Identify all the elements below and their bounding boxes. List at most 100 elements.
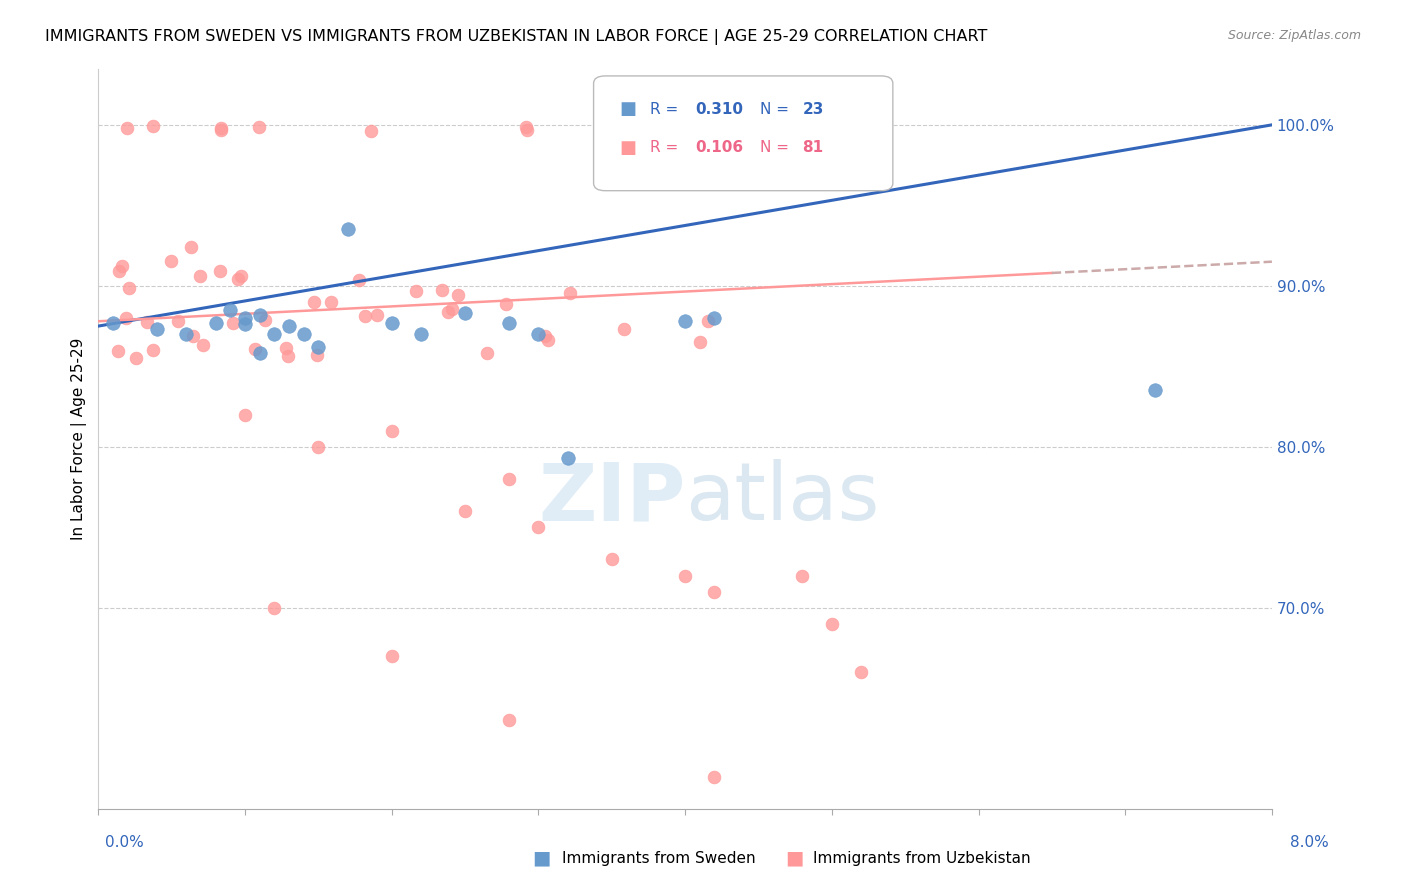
Point: [697, 314, 720, 328]
Point: [498, 472, 520, 486]
Point: [703, 584, 725, 599]
Point: [849, 665, 872, 680]
Point: [115, 310, 138, 325]
Point: [146, 322, 169, 336]
Point: [233, 318, 256, 332]
Text: 0.310: 0.310: [696, 102, 744, 117]
Point: [160, 254, 183, 268]
Point: [606, 122, 628, 136]
Text: ■: ■: [785, 848, 804, 868]
Point: [381, 649, 404, 664]
Text: ■: ■: [531, 848, 551, 868]
Text: 23: 23: [803, 102, 824, 117]
Point: [292, 327, 315, 342]
Point: [243, 342, 266, 356]
Point: [699, 124, 721, 138]
Point: [454, 504, 477, 518]
Point: [115, 120, 138, 135]
Point: [142, 343, 165, 357]
Point: [249, 120, 271, 135]
Point: [136, 315, 159, 329]
Point: [527, 327, 550, 342]
Text: ZIP: ZIP: [538, 459, 685, 537]
Point: [233, 408, 256, 422]
Point: [447, 288, 470, 302]
Point: [558, 285, 581, 300]
Point: [176, 327, 198, 342]
Point: [209, 122, 232, 136]
Point: [233, 311, 256, 326]
Point: [676, 123, 699, 137]
Point: [673, 314, 696, 328]
Point: [381, 424, 404, 438]
Point: [1143, 384, 1166, 398]
Point: [600, 552, 623, 566]
Point: [319, 294, 342, 309]
Point: [409, 327, 432, 342]
Point: [498, 714, 520, 728]
Text: ■: ■: [620, 139, 637, 157]
Point: [278, 319, 301, 334]
Point: [770, 117, 793, 131]
Point: [277, 349, 299, 363]
Point: [209, 121, 232, 136]
Point: [360, 124, 382, 138]
Point: [673, 568, 696, 582]
Point: [821, 616, 844, 631]
Text: 8.0%: 8.0%: [1289, 836, 1329, 850]
FancyBboxPatch shape: [593, 76, 893, 191]
Point: [107, 344, 129, 359]
Point: [167, 314, 190, 328]
Point: [118, 281, 141, 295]
Y-axis label: In Labor Force | Age 25-29: In Labor Force | Age 25-29: [72, 337, 87, 540]
Text: atlas: atlas: [685, 459, 880, 537]
Point: [527, 520, 550, 534]
Text: N =: N =: [761, 140, 794, 155]
Point: [204, 316, 226, 330]
Point: [108, 264, 131, 278]
Point: [591, 121, 613, 136]
Text: Immigrants from Uzbekistan: Immigrants from Uzbekistan: [813, 851, 1031, 865]
Point: [208, 264, 231, 278]
Point: [181, 329, 204, 343]
Text: IMMIGRANTS FROM SWEDEN VS IMMIGRANTS FROM UZBEKISTAN IN LABOR FORCE | AGE 25-29 : IMMIGRANTS FROM SWEDEN VS IMMIGRANTS FRO…: [45, 29, 987, 45]
Point: [190, 268, 212, 283]
Point: [349, 273, 371, 287]
Text: 0.0%: 0.0%: [105, 836, 145, 850]
Point: [613, 321, 636, 335]
Point: [249, 308, 271, 322]
Point: [142, 119, 165, 133]
Point: [515, 120, 537, 134]
Point: [305, 349, 328, 363]
Point: [366, 308, 388, 322]
Text: 0.106: 0.106: [696, 140, 744, 155]
Point: [516, 122, 538, 136]
Point: [475, 345, 498, 359]
Point: [253, 313, 276, 327]
Point: [222, 316, 245, 330]
Point: [302, 294, 325, 309]
Point: [307, 440, 329, 454]
Point: [758, 124, 780, 138]
Point: [703, 311, 725, 326]
Text: Source: ZipAtlas.com: Source: ZipAtlas.com: [1227, 29, 1361, 42]
Point: [557, 451, 579, 466]
Point: [689, 334, 711, 349]
Point: [381, 316, 404, 330]
Text: Immigrants from Sweden: Immigrants from Sweden: [562, 851, 756, 865]
Point: [536, 333, 558, 347]
Point: [263, 600, 285, 615]
Point: [498, 316, 520, 330]
Point: [226, 271, 249, 285]
Text: R =: R =: [650, 140, 683, 155]
Point: [110, 260, 132, 274]
Point: [229, 269, 252, 284]
Point: [405, 284, 427, 298]
Text: N =: N =: [761, 102, 794, 117]
Point: [533, 328, 555, 343]
Point: [440, 301, 463, 316]
Point: [307, 340, 329, 354]
Point: [336, 222, 359, 236]
Point: [263, 327, 285, 342]
Point: [454, 306, 477, 320]
